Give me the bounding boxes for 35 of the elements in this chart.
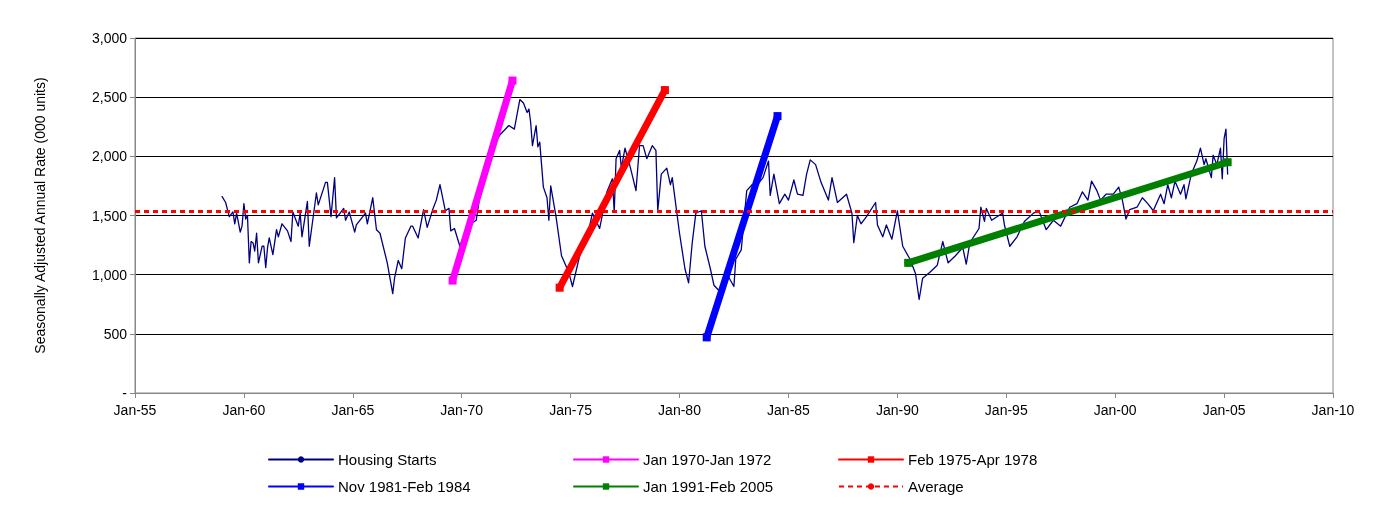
y-tick-label: 2,500 [91, 89, 128, 106]
legend-label: Feb 1975-Apr 1978 [908, 451, 1038, 468]
x-tick-label: Jan-10 [1311, 402, 1355, 418]
legend-label: Jan 1970-Jan 1972 [643, 451, 772, 468]
legend-label: Nov 1981-Feb 1984 [338, 478, 471, 495]
y-tick-label: 500 [103, 325, 128, 342]
point [660, 86, 669, 95]
line-series [221, 98, 1229, 301]
x-tick-label: Jan-05 [1202, 402, 1246, 418]
y-tick-label: 1,000 [91, 266, 128, 283]
x-tick-label: Jan-90 [875, 402, 919, 418]
point [904, 258, 913, 267]
x-tick-label: Jan-60 [222, 402, 266, 418]
y-tick-label: 3,000 [91, 30, 128, 46]
point [773, 112, 782, 121]
x-tick-label: Jan-65 [331, 402, 375, 418]
legend-label: Average [908, 478, 964, 495]
x-tick-label: Jan-00 [1093, 402, 1137, 418]
point [702, 333, 711, 342]
y-axis-title: Seasonally Adjusted Annual Rate (000 units) [32, 77, 48, 354]
y-tick-label: 2,000 [91, 148, 128, 165]
x-tick-label: Jan-80 [658, 402, 702, 418]
point [1223, 158, 1232, 167]
x-tick-label: Jan-55 [113, 402, 157, 418]
legend-label: Housing Starts [338, 451, 437, 468]
legend-label: Jan 1991-Feb 2005 [643, 478, 774, 495]
point [508, 76, 517, 85]
x-tick-label: Jan-70 [440, 402, 484, 418]
point [555, 283, 564, 292]
y-tick-label: - [122, 385, 128, 401]
point [448, 276, 457, 285]
x-tick-label: Jan-75 [549, 402, 593, 418]
y-tick-label: 1,500 [91, 207, 128, 224]
x-tick-label: Jan-95 [984, 402, 1028, 418]
x-tick-label: Jan-85 [767, 402, 811, 418]
